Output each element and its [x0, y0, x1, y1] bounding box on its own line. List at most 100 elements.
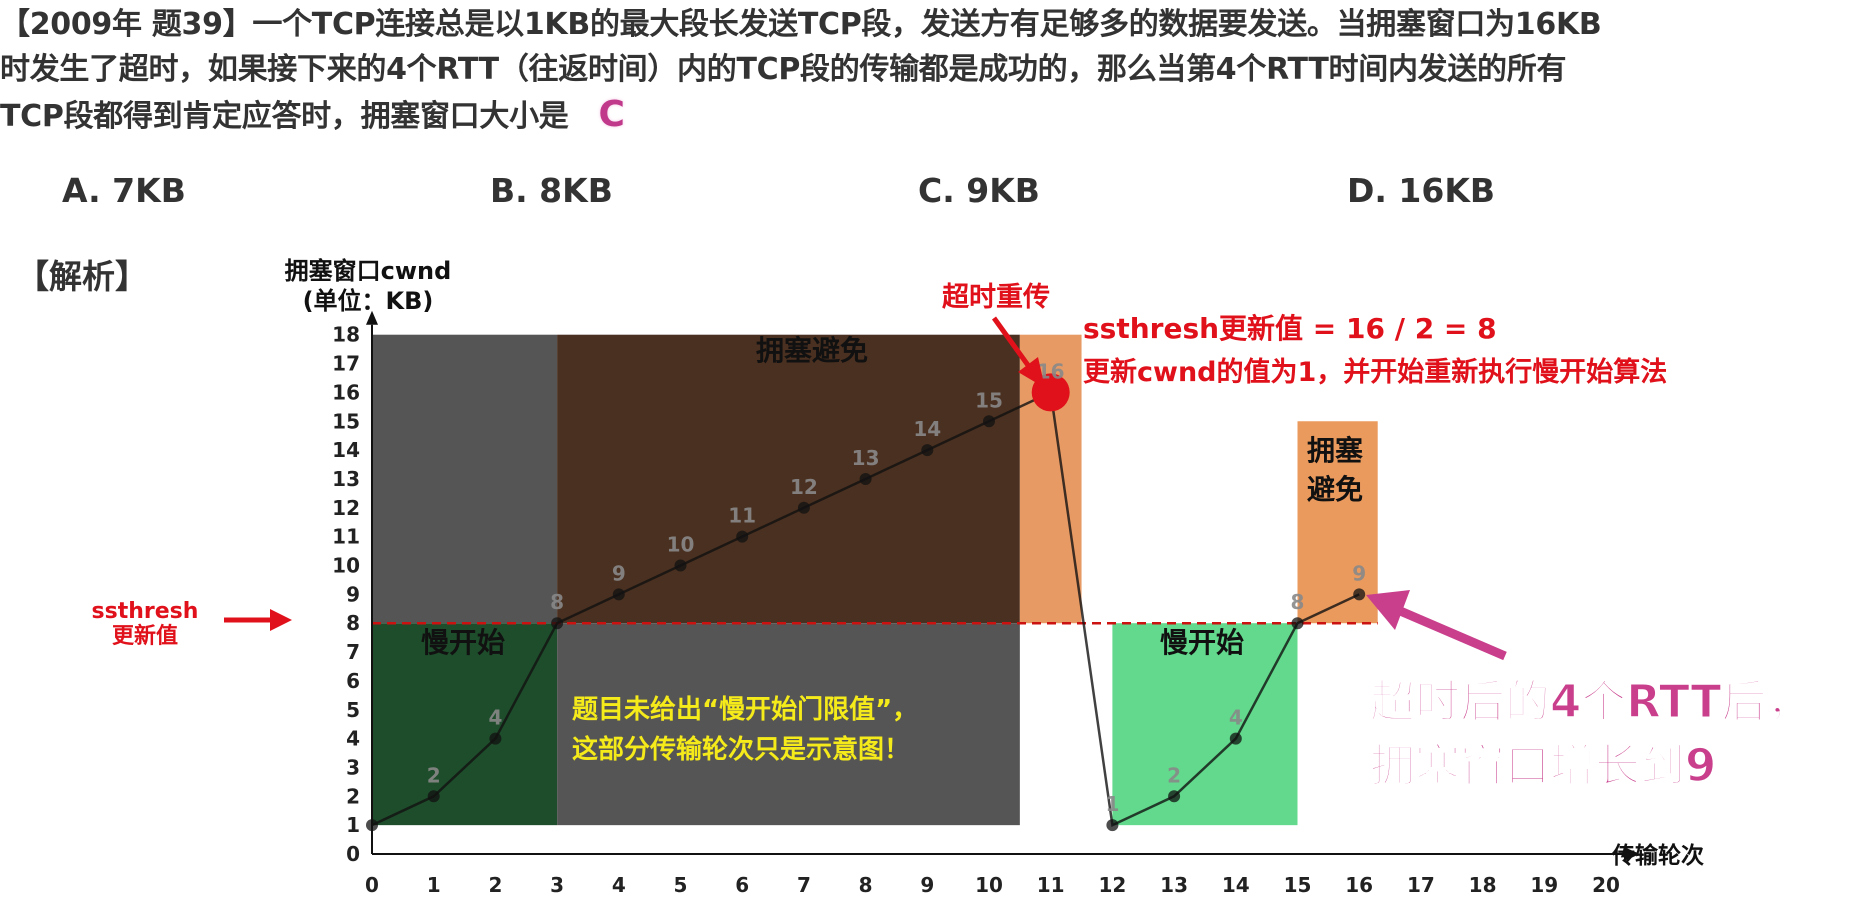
data-point	[859, 472, 872, 485]
x-tick-label: 5	[674, 873, 688, 897]
data-point	[489, 732, 502, 745]
ssthresh-left-label-1: ssthresh	[92, 599, 199, 624]
result-line-1: 超时后的4个RTT后，	[1370, 675, 1811, 728]
result-line-2: 拥塞窗口增长到9	[1370, 739, 1716, 792]
data-point	[427, 790, 440, 803]
point-label: 9	[1352, 561, 1366, 585]
region-3	[557, 623, 1020, 826]
y-axis-arrow	[366, 310, 378, 325]
y-tick-label: 14	[332, 438, 360, 462]
note-line-1: 题目未给出“慢开始门限值”，	[572, 694, 918, 725]
option-b: B. 8KB	[490, 171, 613, 210]
point-label: 13	[852, 446, 880, 470]
x-tick-label: 12	[1098, 873, 1126, 897]
x-tick-label: 17	[1407, 873, 1435, 897]
y-tick-label: 11	[332, 525, 360, 549]
point-label: 9	[612, 561, 626, 585]
x-axis-arrow	[1624, 847, 1640, 861]
y-tick-label: 0	[346, 842, 360, 866]
data-point	[1229, 732, 1242, 745]
result-arrow-head	[1366, 590, 1410, 630]
region-5	[1112, 623, 1298, 826]
label-congestion-avoid-2a: 拥塞	[1307, 434, 1363, 467]
x-tick-label: 9	[920, 873, 934, 897]
point-label: 11	[728, 504, 756, 528]
point-label: 2	[427, 763, 441, 787]
point-label: 8	[550, 590, 564, 614]
y-tick-label: 1	[346, 813, 360, 837]
analysis-label: 【解析】	[16, 257, 148, 296]
data-point	[1353, 588, 1366, 601]
y-tick-label: 16	[332, 380, 360, 404]
y-tick-label: 6	[346, 669, 360, 693]
x-tick-label: 3	[550, 873, 564, 897]
answer-letter: C	[598, 94, 625, 135]
y-tick-label: 4	[346, 727, 360, 751]
x-tick-label: 16	[1345, 873, 1373, 897]
y-tick-label: 18	[332, 323, 360, 347]
region-1	[372, 334, 558, 624]
option-c: C. 9KB	[918, 171, 1040, 210]
option-d: D. 16KB	[1347, 171, 1496, 210]
label-congestion-avoid-2b: 避免	[1307, 473, 1363, 506]
question-line-1: 【2009年 题39】一个TCP连接总是以1KB的最大段长发送TCP段，发送方有…	[0, 7, 1602, 42]
cwnd-update-text: 更新cwnd的值为1，并开始重新执行慢开始算法	[1083, 356, 1667, 388]
label-slow-start-1: 慢开始	[421, 626, 505, 659]
result-arrow-shaft	[1396, 605, 1507, 661]
data-point	[921, 444, 934, 457]
x-tick-label: 1	[427, 873, 441, 897]
data-point	[612, 588, 625, 601]
x-tick-label: 18	[1469, 873, 1497, 897]
point-label: 10	[667, 533, 695, 557]
point-label: 8	[1291, 590, 1305, 614]
ssthresh-left-label-2: 更新值	[112, 623, 178, 649]
point-label: 4	[488, 706, 502, 730]
data-point	[1168, 790, 1181, 803]
x-axis-label: 传输轮次	[1611, 842, 1704, 869]
data-point	[1106, 819, 1119, 832]
y-tick-label: 8	[346, 611, 360, 635]
x-tick-label: 2	[488, 873, 502, 897]
timeout-arrow-head	[1018, 357, 1045, 388]
question-line-3: TCP段都得到肯定应答时，拥塞窗口大小是 C	[0, 92, 1850, 139]
y-axis-label-1: 拥塞窗口cwnd	[285, 257, 452, 285]
data-point	[1291, 617, 1304, 630]
x-tick-label: 20	[1592, 873, 1620, 897]
point-label: 14	[913, 417, 941, 441]
chart-annotations: 题目未给出“慢开始门限值”，这部分传输轮次只是示意图！超时重传ssthresh更…	[92, 282, 1813, 793]
region-2	[557, 334, 1020, 624]
point-label: 12	[790, 475, 818, 499]
question-line-2: 时发生了超时，如果接下来的4个RTT（往返时间）内的TCP段的传输都是成功的，那…	[0, 52, 1567, 87]
data-point	[551, 617, 564, 630]
chart-regions	[372, 334, 1378, 826]
data-point	[983, 415, 995, 428]
y-tick-label: 5	[346, 698, 360, 722]
x-tick-label: 6	[735, 873, 749, 897]
x-tick-label: 11	[1037, 873, 1065, 897]
timeout-label: 超时重传	[942, 282, 1050, 313]
x-tick-label: 15	[1284, 873, 1312, 897]
y-tick-label: 9	[346, 582, 360, 606]
y-tick-label: 10	[332, 554, 360, 578]
x-tick-label: 4	[612, 873, 626, 897]
y-tick-label: 7	[346, 640, 360, 664]
x-tick-label: 14	[1222, 873, 1250, 897]
data-point	[736, 530, 749, 543]
label-congestion-avoid-1: 拥塞避免	[756, 334, 868, 367]
region-0	[372, 623, 558, 826]
y-tick-label: 17	[332, 352, 360, 376]
data-point	[366, 819, 378, 832]
timeout-arrow-shaft	[991, 316, 1033, 370]
x-tick-label: 13	[1160, 873, 1188, 897]
ssthresh-left-arrow-head	[270, 609, 292, 631]
point-label: 1	[1105, 792, 1119, 816]
question-text: 【2009年 题39】一个TCP连接总是以1KB的最大段长发送TCP段，发送方有…	[0, 2, 1850, 139]
x-tick-label: 19	[1530, 873, 1558, 897]
point-label: 4	[1229, 706, 1243, 730]
y-tick-label: 2	[346, 784, 360, 808]
question-line-3-text: TCP段都得到肯定应答时，拥塞窗口大小是	[0, 99, 569, 134]
ssthresh-update-text: ssthresh更新值 = 16 / 2 = 8	[1083, 312, 1497, 345]
chart-axes: 0 1 2 3 4 5 6 7 8 9 10 11 12 13 14 15 16 17 18 19 2001234567…	[285, 257, 1704, 897]
